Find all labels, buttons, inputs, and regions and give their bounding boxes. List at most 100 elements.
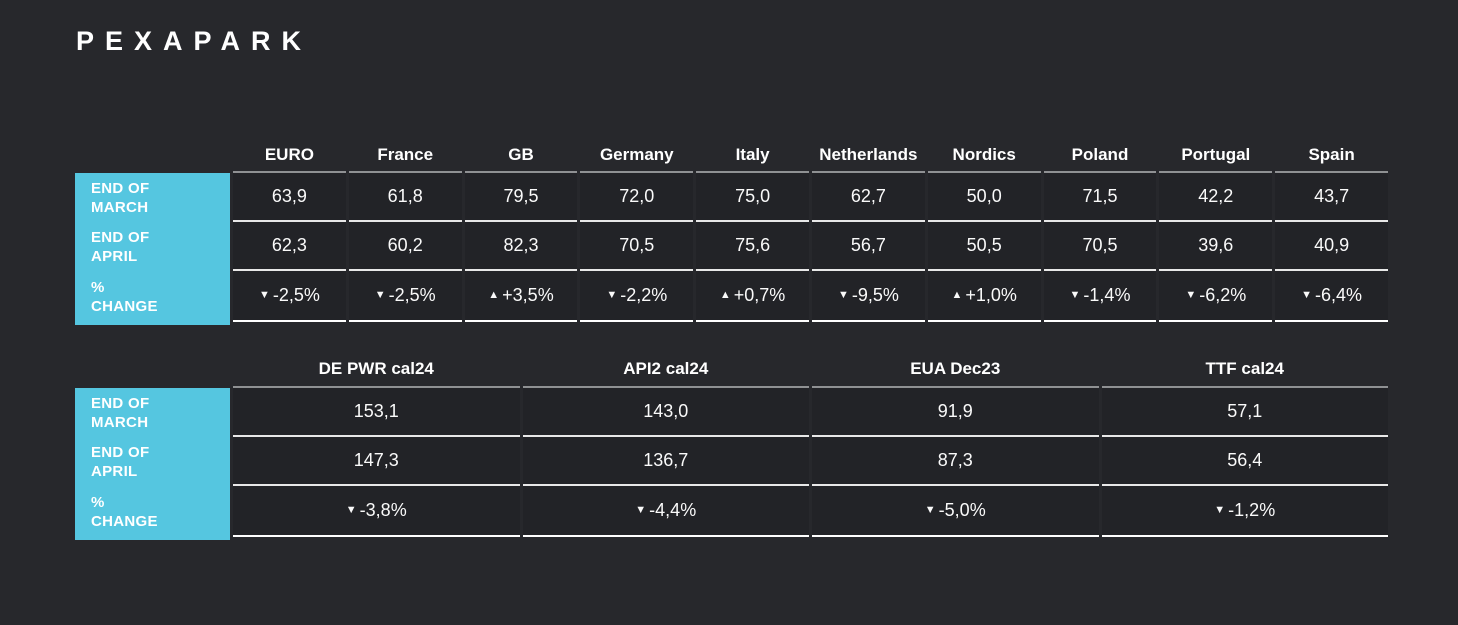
price-value: 42,2 [1198,186,1234,206]
pexapark-logo: PEXAPARK [76,26,313,56]
row-header-end-of-april: END OF APRIL [75,437,230,486]
row-header-line: END OF [91,228,150,246]
commodity-price-table: DE PWR cal24 API2 cal24 EUA Dec23 TTF cal24… [75,352,1388,537]
table-cell: 87,3 [812,437,1099,486]
row-header-line: CHANGE [91,512,158,530]
percent-change-value: -2,5% [272,285,320,305]
table-cell: 82,3 [464,222,578,271]
price-value: 56,7 [850,235,886,255]
row-header-line: END OF [91,394,150,412]
percent-change-value: -1,2% [1228,500,1276,520]
table-cell: 143,0 [522,388,809,437]
table-cell: 75,0 [696,173,809,222]
price-value: 82,3 [503,235,539,255]
column-header: GB [464,139,578,173]
row-header-end-of-march: END OF MARCH [75,173,230,222]
table-cell: 75,6 [696,222,809,271]
table-cell: ▼ -9,5% [812,271,925,322]
percent-change-value: -4,4% [649,500,697,520]
price-value: 62,3 [271,235,307,255]
column-header: Poland [1043,139,1157,173]
row-header-end-of-april: END OF APRIL [75,222,230,271]
table-cell: 153,1 [233,388,520,437]
table-cell: 50,0 [927,173,1041,222]
down-triangle-icon: ▼ [1185,289,1197,301]
table-cell: 147,3 [233,437,520,486]
table-cell: 43,7 [1275,173,1388,222]
down-triangle-icon: ▼ [1214,504,1226,516]
table-cell: 70,5 [1043,222,1157,271]
row-header-line: CHANGE [91,297,158,315]
table-cell: 62,3 [233,222,346,271]
table-corner [75,352,230,388]
down-triangle-icon: ▼ [606,289,618,301]
column-header: TTF cal24 [1101,352,1388,388]
down-triangle-icon: ▼ [837,289,849,301]
down-triangle-icon: ▼ [1069,289,1081,301]
row-header-line: % [91,493,105,511]
table-cell: 136,7 [522,437,809,486]
table-cell: ▼ -5,0% [812,486,1099,537]
column-header: EURO [233,139,346,173]
down-triangle-icon: ▼ [924,504,936,516]
price-value: 50,0 [966,186,1002,206]
down-triangle-icon: ▼ [258,289,270,301]
column-header: API2 cal24 [522,352,809,388]
table-cell: 60,2 [348,222,462,271]
price-value: 147,3 [353,450,399,470]
column-header: Spain [1275,139,1388,173]
price-value: 87,3 [937,450,973,470]
power-price-table: EURO France GB Germany Italy Netherlands Nordi… [75,139,1388,322]
table-cell: 40,9 [1275,222,1388,271]
row-header-end-of-march: END OF MARCH [75,388,230,437]
table-corner [75,139,230,173]
percent-change-value: -2,2% [620,285,668,305]
column-header: EUA Dec23 [812,352,1099,388]
price-value: 40,9 [1314,235,1350,255]
table-cell: ▼ -6,4% [1275,271,1388,322]
percent-change-value: -9,5% [851,285,899,305]
row-header-line: MARCH [91,198,149,216]
price-value: 61,8 [387,186,423,206]
price-value: 57,1 [1227,401,1263,421]
row-header-percent-change: % CHANGE [75,486,230,537]
column-header: Germany [580,139,694,173]
table-cell: 63,9 [233,173,346,222]
up-triangle-icon: ▲ [951,289,963,301]
percent-change-value: -6,2% [1199,285,1247,305]
price-value: 63,9 [271,186,307,206]
price-value: 79,5 [503,186,539,206]
table-cell: 61,8 [348,173,462,222]
table-cell: 70,5 [580,222,694,271]
row-header-line: END OF [91,443,150,461]
column-header: Netherlands [812,139,925,173]
table-cell: ▼ -1,4% [1043,271,1157,322]
price-value: 91,9 [937,401,973,421]
price-value: 75,0 [735,186,771,206]
row-header-percent-change: % CHANGE [75,271,230,322]
down-triangle-icon: ▼ [345,504,357,516]
table-cell: ▲ +0,7% [696,271,809,322]
price-value: 75,6 [735,235,771,255]
price-value: 143,0 [643,401,689,421]
percent-change-value: -5,0% [938,500,986,520]
table-cell: 72,0 [580,173,694,222]
price-value: 50,5 [966,235,1002,255]
row-header-line: APRIL [91,247,138,265]
table-cell: 56,4 [1101,437,1388,486]
price-value: 70,5 [1082,235,1118,255]
percent-change-value: +0,7% [733,285,786,305]
table-cell: ▲ +3,5% [464,271,578,322]
price-value: 136,7 [643,450,689,470]
table-cell: 50,5 [927,222,1041,271]
row-header-line: % [91,278,105,296]
percent-change-value: -3,8% [359,500,407,520]
table-cell: 91,9 [812,388,1099,437]
table-cell: ▲ +1,0% [927,271,1041,322]
up-triangle-icon: ▲ [719,289,731,301]
table-cell: ▼ -1,2% [1101,486,1388,537]
table-cell: 39,6 [1159,222,1273,271]
table-cell: ▼ -2,5% [348,271,462,322]
row-header-line: MARCH [91,413,149,431]
table-cell: 56,7 [812,222,925,271]
